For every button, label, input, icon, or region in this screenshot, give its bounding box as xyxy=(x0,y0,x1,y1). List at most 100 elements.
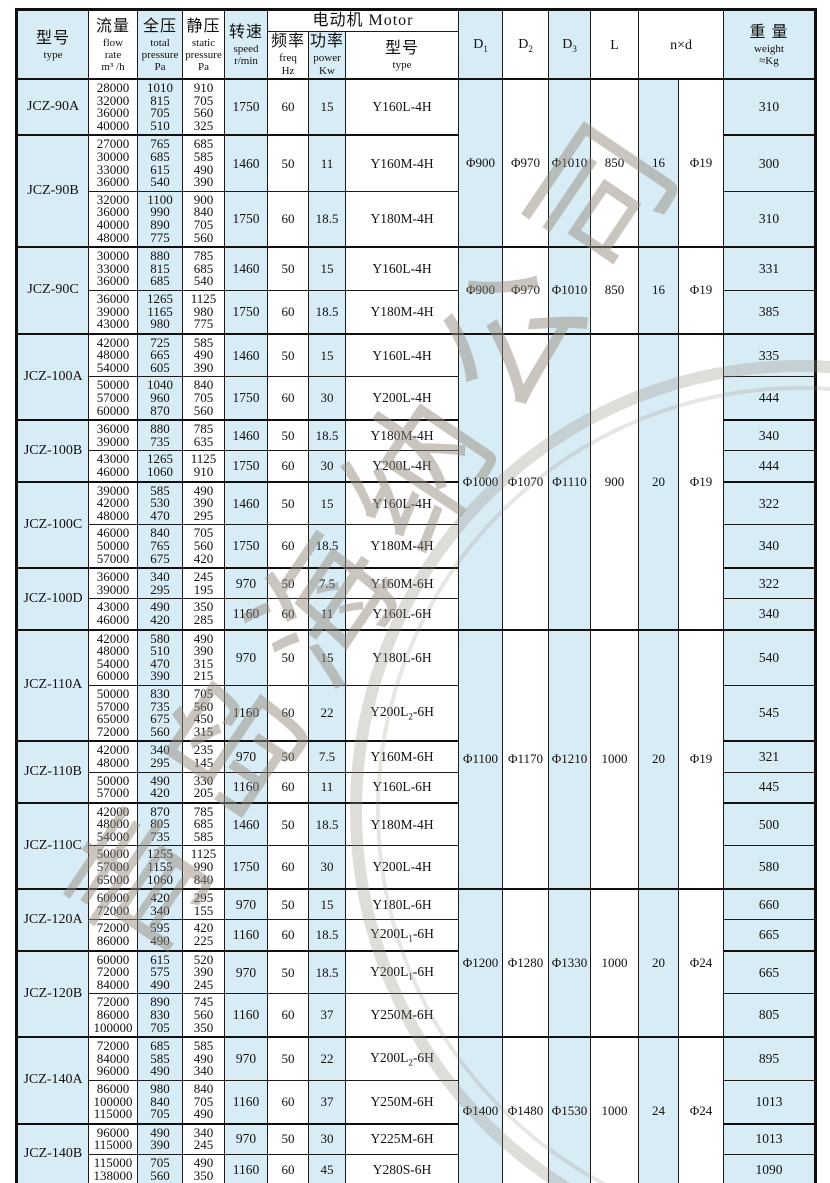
cell-weight: 895 xyxy=(723,1036,817,1081)
cell-power: 15 xyxy=(308,77,346,136)
cell-motor-type: Y200L-4H xyxy=(344,376,460,421)
table-row: 36000 39000 43000 1265 1165 980 1125 980 775 1750… xyxy=(17,289,817,335)
cell-weight: 322 xyxy=(723,480,817,526)
cell-flow-rate: 96000 115000 xyxy=(88,1122,138,1155)
cell-total-pressure: 725 665 605 xyxy=(137,332,183,378)
table-row: JCZ-100A 42000 48000 54000 725 665 605 585 490 39… xyxy=(16,332,817,631)
table-row: 32000 36000 40000 48000 1100 990 890 775 900 840 7… xyxy=(17,190,817,248)
col-header-l: L xyxy=(590,9,640,80)
cell-d: Φ24 xyxy=(678,888,725,1038)
cell-motor-type: Y250M-6H xyxy=(344,993,460,1038)
cell-flow-rate: 28000 32000 36000 40000 xyxy=(88,77,138,136)
col-header-motor-group: 电动机 Motor xyxy=(266,9,460,32)
cell-speed: 1460 xyxy=(224,246,268,291)
cell-speed: 1160 xyxy=(224,1079,268,1125)
cell-speed: 1750 xyxy=(224,376,268,421)
table-row: JCZ-110A 42000 48000 54000 60000 580 510 470 390… xyxy=(16,628,817,890)
cell-static-pressure: 900 840 705 560 xyxy=(182,190,225,248)
cell-n: 16 xyxy=(638,77,680,248)
cell-frequency: 60 xyxy=(267,1079,309,1125)
cell-model-name: JCZ-100A xyxy=(16,332,89,421)
cell-weight: 444 xyxy=(723,376,817,421)
cell-flow-rate: 42000 48000 54000 xyxy=(88,801,138,847)
cell-d3: Φ1010 xyxy=(548,77,592,248)
cell-speed: 1460 xyxy=(224,480,268,526)
table-row: JCZ-90C 30000 33000 36000 880 815 685 785 685 540… xyxy=(16,246,817,335)
cell-weight: 540 xyxy=(723,628,817,686)
cell-flow-rate: 50000 57000 65000 72000 xyxy=(88,684,138,742)
cell-flow-rate: 60000 72000 84000 xyxy=(88,949,138,995)
cell-flow-rate: 72000 86000 100000 xyxy=(88,993,138,1038)
cell-motor-type: Y160L-6H xyxy=(344,771,460,804)
cell-weight: 665 xyxy=(723,949,817,995)
table-row: JCZ-110C 42000 48000 54000 870 805 735 785 685 58… xyxy=(16,801,817,890)
cell-speed: 1750 xyxy=(224,190,268,248)
cell-total-pressure: 705 560 xyxy=(137,1153,183,1183)
cell-weight: 1013 xyxy=(723,1079,817,1125)
cell-frequency: 60 xyxy=(267,919,309,952)
cell-d2: Φ970 xyxy=(502,246,550,335)
cell-power: 18.5 xyxy=(308,289,346,335)
cell-model-name: JCZ-100B xyxy=(16,419,89,483)
cell-model-name: JCZ-90A xyxy=(16,77,89,136)
cell-speed: 1750 xyxy=(224,77,268,136)
cell-motor-type: Y180M-4H xyxy=(344,190,460,248)
cell-power: 15 xyxy=(308,628,346,686)
table-row: 50000 57000 65000 72000 830 735 675 560 705 560 45… xyxy=(17,684,817,742)
table-row: 115000 138000 705 560 490 350 1160 60 45 Y280S-6H… xyxy=(17,1153,817,1183)
cell-frequency: 60 xyxy=(267,77,309,136)
cell-static-pressure: 745 560 350 xyxy=(182,993,225,1038)
cell-static-pressure: 350 285 xyxy=(182,598,225,631)
cell-frequency: 50 xyxy=(267,567,309,600)
cell-weight: 335 xyxy=(723,332,817,378)
cell-static-pressure: 785 685 540 xyxy=(182,246,225,291)
cell-speed: 1460 xyxy=(224,134,268,192)
cell-speed: 1750 xyxy=(224,450,268,483)
cell-total-pressure: 1255 1155 1060 xyxy=(137,845,183,890)
col-header-model: 型号 type xyxy=(16,9,89,80)
cell-frequency: 60 xyxy=(267,524,309,569)
cell-static-pressure: 235 145 xyxy=(182,740,225,773)
cell-speed: 970 xyxy=(224,1036,268,1081)
cell-n: 24 xyxy=(638,1036,680,1183)
cell-frequency: 60 xyxy=(267,450,309,483)
cell-speed: 1750 xyxy=(224,845,268,890)
cell-static-pressure: 705 560 450 315 xyxy=(182,684,225,742)
table-row: 86000 100000 115000 980 840 705 840 705 490 1160 6… xyxy=(17,1079,817,1125)
cell-total-pressure: 1040 960 870 xyxy=(137,376,183,421)
cell-speed: 970 xyxy=(224,949,268,995)
cell-model-name: JCZ-100C xyxy=(16,480,89,569)
cell-l: 1000 xyxy=(590,888,640,1038)
col-header-motor-type: 型号 type xyxy=(344,31,460,80)
cell-motor-type: Y200L2-6H xyxy=(344,1036,460,1081)
cell-weight: 805 xyxy=(723,993,817,1038)
cell-model-name: JCZ-140A xyxy=(16,1036,89,1125)
cell-weight: 580 xyxy=(723,845,817,890)
table-row: 50000 57000 490 420 330 205 1160 60 11 Y160L-6H 44… xyxy=(17,771,817,804)
cell-d2: Φ1070 xyxy=(502,332,550,631)
cell-d3: Φ1330 xyxy=(548,888,592,1038)
cell-motor-type: Y160L-4H xyxy=(344,480,460,526)
cell-speed: 1750 xyxy=(224,524,268,569)
cell-weight: 340 xyxy=(723,419,817,452)
cell-motor-type: Y180M-4H xyxy=(344,801,460,847)
cell-static-pressure: 1125 990 840 xyxy=(182,845,225,890)
table-row: 46000 50000 57000 840 765 675 705 560 420 1750 60 1… xyxy=(17,524,817,569)
cell-total-pressure: 340 295 xyxy=(137,567,183,600)
cell-flow-rate: 39000 42000 48000 xyxy=(88,480,138,526)
table-row: 72000 86000 595 490 420 225 1160 60 18.5 Y200L1-6… xyxy=(17,919,817,952)
cell-frequency: 50 xyxy=(267,1122,309,1155)
cell-power: 15 xyxy=(308,480,346,526)
cell-weight: 340 xyxy=(723,598,817,631)
table-body: JCZ-90A 28000 32000 36000 40000 1010 815 705 510… xyxy=(16,77,817,1183)
cell-power: 30 xyxy=(308,450,346,483)
cell-motor-type: Y180M-4H xyxy=(344,419,460,452)
col-header-static-pressure: 静压 static pressure Pa xyxy=(182,9,225,80)
cell-d1: Φ900 xyxy=(458,77,504,248)
cell-weight: 321 xyxy=(723,740,817,773)
cell-d1: Φ1000 xyxy=(458,332,504,631)
cell-speed: 1160 xyxy=(224,1153,268,1183)
cell-weight: 300 xyxy=(723,134,817,192)
cell-static-pressure: 1125 980 775 xyxy=(182,289,225,335)
cell-weight: 385 xyxy=(723,289,817,335)
